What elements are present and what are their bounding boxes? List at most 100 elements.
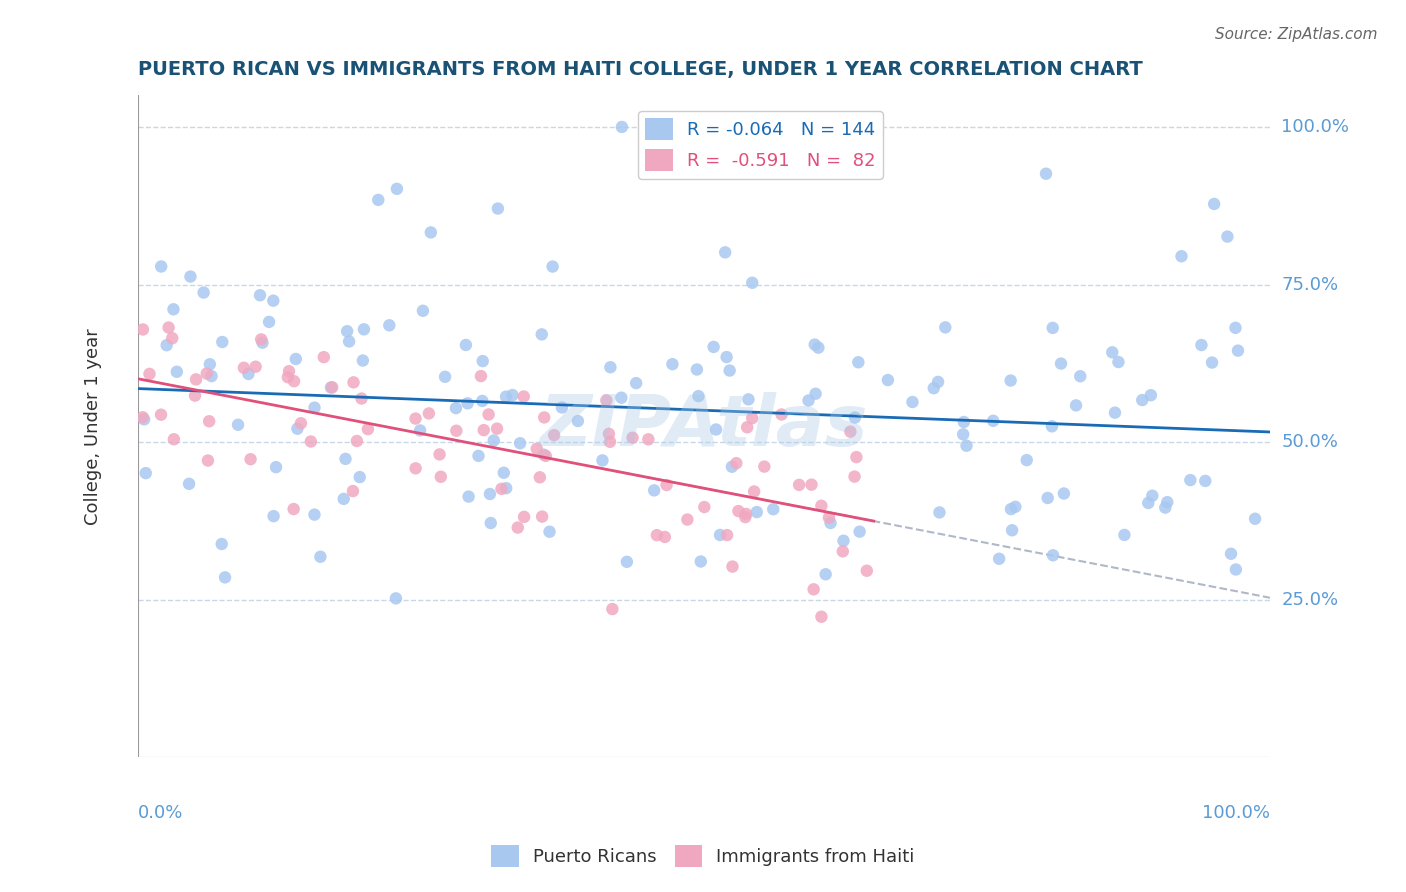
Point xyxy=(676,512,699,526)
Point xyxy=(454,338,477,352)
Legend: Puerto Ricans, Immigrants from Haiti: Puerto Ricans, Immigrants from Haiti xyxy=(484,838,922,874)
Point xyxy=(312,350,335,364)
Point xyxy=(856,564,879,578)
Point xyxy=(429,447,451,461)
Point xyxy=(479,516,502,530)
Point xyxy=(1226,343,1249,358)
Text: 75.0%: 75.0% xyxy=(1281,276,1339,293)
Point xyxy=(1201,355,1223,369)
Point xyxy=(541,260,564,274)
Point xyxy=(332,491,354,506)
Text: 0.0%: 0.0% xyxy=(138,804,183,822)
Point xyxy=(727,504,749,518)
Point xyxy=(482,434,505,448)
Point xyxy=(1194,474,1216,488)
Point xyxy=(981,414,1004,428)
Point xyxy=(721,459,744,474)
Point xyxy=(787,478,810,492)
Point xyxy=(319,380,342,394)
Point xyxy=(1154,500,1177,515)
Point xyxy=(844,469,866,483)
Point xyxy=(513,390,536,404)
Point xyxy=(735,420,758,434)
Point xyxy=(1114,528,1136,542)
Point xyxy=(595,393,617,408)
Text: PUERTO RICAN VS IMMIGRANTS FROM HAITI COLLEGE, UNDER 1 YEAR CORRELATION CHART: PUERTO RICAN VS IMMIGRANTS FROM HAITI CO… xyxy=(138,60,1143,78)
Point xyxy=(567,414,589,428)
Point xyxy=(693,500,716,514)
Point xyxy=(737,392,759,407)
Point xyxy=(385,182,408,196)
Point xyxy=(845,450,868,464)
Point xyxy=(610,391,633,405)
Point xyxy=(486,202,509,216)
Point xyxy=(952,427,974,442)
Point xyxy=(742,484,765,499)
Point xyxy=(643,483,665,498)
Point xyxy=(1004,500,1026,514)
Point xyxy=(716,528,738,542)
Point xyxy=(162,302,184,317)
Point xyxy=(530,327,553,342)
Point xyxy=(599,360,621,375)
Point xyxy=(655,478,678,492)
Point xyxy=(412,303,434,318)
Point xyxy=(264,460,287,475)
Point xyxy=(470,369,492,384)
Point xyxy=(138,367,160,381)
Point xyxy=(529,470,551,484)
Point xyxy=(1130,393,1153,408)
Point xyxy=(543,428,565,442)
Point xyxy=(591,453,613,467)
Point xyxy=(156,338,179,352)
Point xyxy=(252,335,274,350)
Point xyxy=(506,520,529,534)
Point xyxy=(709,528,731,542)
Point xyxy=(239,452,262,467)
Point xyxy=(513,509,536,524)
Point xyxy=(718,363,741,377)
Point xyxy=(735,507,758,521)
Point xyxy=(444,401,467,416)
Point xyxy=(704,422,727,436)
Point xyxy=(1220,547,1243,561)
Point xyxy=(214,570,236,584)
Point xyxy=(131,410,153,425)
Point xyxy=(419,226,441,240)
Point xyxy=(346,434,368,448)
Point xyxy=(533,410,555,425)
Point xyxy=(818,510,841,524)
Point xyxy=(232,360,254,375)
Point xyxy=(645,528,668,542)
Point xyxy=(472,423,495,437)
Point xyxy=(1104,406,1126,420)
Point xyxy=(471,393,494,408)
Point xyxy=(1042,549,1064,563)
Point xyxy=(290,416,312,430)
Point xyxy=(198,357,221,371)
Point xyxy=(430,469,453,483)
Point xyxy=(803,582,825,597)
Point xyxy=(928,505,950,519)
Point xyxy=(1042,321,1064,335)
Point xyxy=(901,395,924,409)
Point xyxy=(1015,453,1038,467)
Point xyxy=(495,481,517,495)
Point xyxy=(538,524,561,539)
Point xyxy=(846,355,869,369)
Point xyxy=(491,482,513,496)
Point xyxy=(134,412,156,426)
Point xyxy=(245,359,267,374)
Point xyxy=(832,533,855,548)
Point xyxy=(304,508,326,522)
Text: 50.0%: 50.0% xyxy=(1281,434,1339,451)
Point xyxy=(725,456,748,470)
Point xyxy=(876,373,898,387)
Point xyxy=(1050,357,1073,371)
Point xyxy=(197,453,219,467)
Point xyxy=(501,388,523,402)
Point xyxy=(1069,369,1091,384)
Point xyxy=(162,331,184,345)
Point xyxy=(457,490,479,504)
Point xyxy=(309,549,332,564)
